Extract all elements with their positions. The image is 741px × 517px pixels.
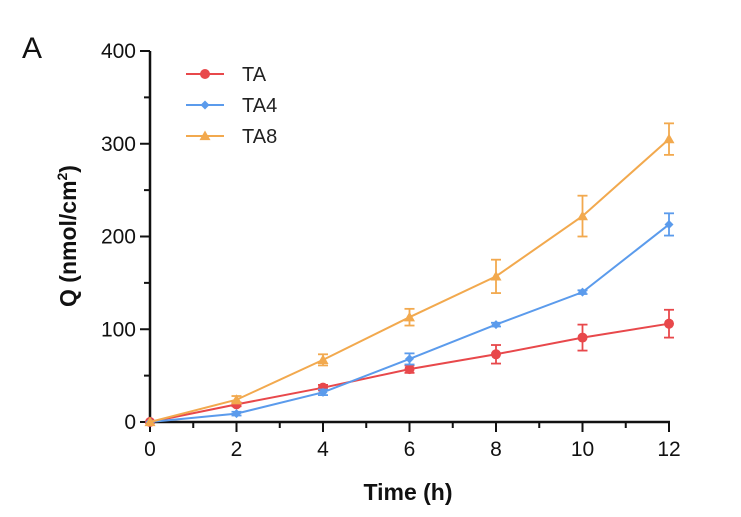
series-ta [145, 308, 674, 427]
data-point-ta4 [405, 354, 414, 364]
data-point-ta4 [232, 409, 241, 419]
legend-label-ta4: TA4 [242, 95, 277, 117]
series-ta8 [144, 122, 675, 427]
y-tick-label: 300 [101, 133, 136, 156]
panel-label: A [22, 32, 42, 65]
y-axis-title-close: ) [55, 165, 81, 173]
legend-item-ta4: TA4 [186, 95, 277, 117]
x-tick-label: 8 [490, 438, 502, 461]
y-tick-label: 400 [101, 40, 136, 63]
data-point-ta [577, 332, 588, 343]
series-line-ta8 [149, 138, 670, 423]
data-point-ta8 [490, 270, 502, 281]
data-point-ta4 [578, 287, 587, 297]
x-tick-label: 0 [144, 438, 156, 461]
data-point-ta8 [317, 354, 329, 364]
legend-marker-ta4 [200, 100, 210, 110]
data-point-ta4 [491, 320, 501, 330]
data-point-ta [491, 349, 501, 360]
x-tick-label: 12 [657, 438, 680, 461]
y-tick-label: 200 [101, 226, 136, 249]
data-point-ta8 [663, 133, 675, 144]
series-layer [144, 122, 675, 427]
x-tick-label: 10 [571, 438, 594, 461]
data-point-ta8 [577, 210, 588, 221]
legend-item-ta: TA [186, 64, 267, 86]
legend-item-ta8: TA8 [186, 126, 277, 148]
data-point-ta8 [144, 416, 156, 427]
legend-label-ta: TA [242, 64, 267, 86]
x-axis-title: Time (h) [363, 479, 452, 505]
x-tick-label: 4 [317, 438, 329, 461]
x-tick-label: 2 [231, 438, 243, 461]
legend-label-ta8: TA8 [242, 126, 277, 148]
x-ticks: 0 2 4 6 8 10 12 [144, 422, 681, 461]
data-point-ta8 [231, 394, 242, 404]
legend-marker-ta [200, 69, 210, 79]
y-tick-label: 100 [101, 318, 136, 341]
y-axis-title-superscript: 2 [54, 172, 70, 180]
x-tick-label: 6 [404, 438, 416, 461]
data-point-ta4 [664, 219, 674, 229]
legend-marker-ta8 [199, 130, 211, 141]
legend: TA TA4 TA8 [186, 64, 277, 148]
data-point-ta [664, 318, 674, 329]
y-tick-label: 0 [124, 411, 136, 434]
data-point-ta8 [404, 311, 415, 322]
y-axis-title-main: Q (nmol/cm [55, 180, 81, 307]
y-axis-title: Q (nmol/cm2) [54, 165, 81, 307]
y-ticks: 0 100 200 300 400 [101, 40, 150, 434]
axes: 0 2 4 6 8 10 12 0 100 200 300 400 [101, 40, 681, 461]
data-point-ta [404, 364, 415, 375]
data-point-ta4 [318, 387, 328, 397]
